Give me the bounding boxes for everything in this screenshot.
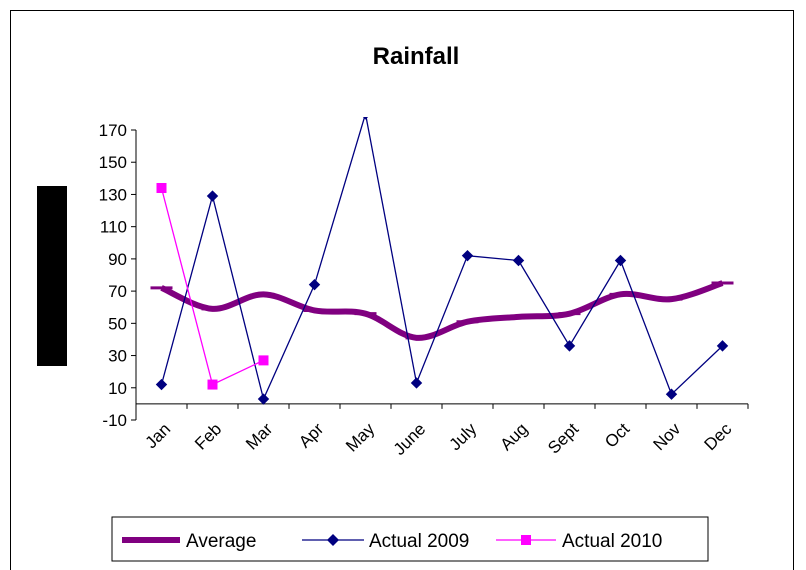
- actual-2009-point: [206, 190, 219, 202]
- actual-2009-point: [362, 117, 369, 120]
- chart-title: Rainfall: [373, 43, 460, 70]
- legend: Average Actual 2009 Actual 2010: [111, 516, 709, 562]
- legend-average-label: Average: [186, 531, 256, 552]
- legend-box: [111, 516, 709, 562]
- x-tick-label: Nov: [650, 419, 685, 454]
- series-actual-2010-line: [160, 187, 264, 386]
- y-tick-label: 110: [100, 218, 127, 237]
- y-tick-label: 170: [99, 121, 127, 140]
- legend-2009-marker: [327, 534, 339, 546]
- actual-2009-point: [512, 254, 525, 267]
- x-tick-label: May: [342, 419, 378, 455]
- y-axis: -10 10 30 50 70 90 110 130 150 170: [99, 121, 137, 430]
- actual-2010-point: [258, 355, 269, 366]
- y-tick-label: 90: [108, 250, 127, 269]
- x-tick-label: June: [390, 419, 430, 459]
- y-tick-label: 30: [108, 347, 127, 366]
- x-tick-label: Dec: [701, 419, 736, 454]
- x-tick-label: Jan: [142, 419, 175, 452]
- legend-2010-label: Actual 2010: [562, 531, 662, 552]
- x-tick-label: Sept: [544, 419, 582, 457]
- actual-2009-point: [155, 378, 168, 391]
- legend-2009-label: Actual 2009: [369, 531, 469, 552]
- actual-2009-point: [614, 254, 627, 267]
- actual-2009-point: [665, 388, 678, 400]
- legend-2010-marker: [521, 535, 531, 545]
- actual-2009-point: [410, 377, 423, 389]
- actual-2010-point: [156, 183, 167, 193]
- x-tick-label: Mar: [242, 419, 276, 453]
- x-tick-label: Oct: [601, 419, 633, 451]
- x-tick-label: Aug: [497, 419, 532, 454]
- x-tick-label: Apr: [295, 419, 327, 451]
- chart-frame: [10, 10, 794, 570]
- y-tick-label: 50: [108, 314, 127, 333]
- series-actual-2009-line: [160, 117, 723, 402]
- y-tick-label: 130: [99, 185, 127, 204]
- actual-2009-point: [308, 278, 321, 291]
- redaction-block: [37, 186, 67, 366]
- x-tick-label: Feb: [191, 419, 225, 453]
- actual-2009-point: [257, 393, 270, 405]
- y-tick-label: -10: [102, 411, 127, 430]
- x-axis: Jan Feb Mar Apr May June July Aug Sept Oct Nov Dec: [135, 403, 749, 459]
- x-tick-label: July: [446, 419, 481, 454]
- y-tick-label: 70: [108, 282, 127, 301]
- actual-2009-point: [716, 340, 729, 352]
- y-tick-label: 150: [99, 153, 127, 172]
- actual-2009-point: [461, 249, 474, 262]
- actual-2010-point: [207, 379, 218, 390]
- y-tick-label: 10: [108, 379, 127, 398]
- series-layer: [150, 117, 734, 405]
- actual-2009-point: [563, 340, 576, 352]
